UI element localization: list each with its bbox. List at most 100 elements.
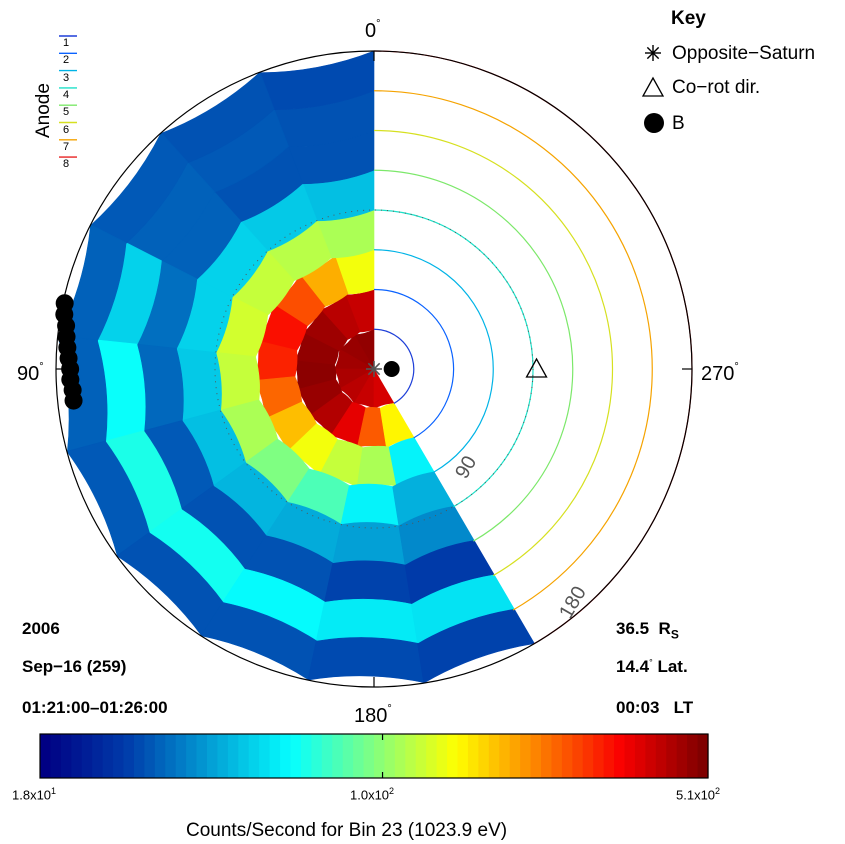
colorbar-segment-39 <box>436 734 448 778</box>
key-symbol-filled-circle <box>644 113 664 133</box>
b-field-marker <box>383 361 400 377</box>
corot-dir-marker <box>525 357 548 378</box>
legend-label-anode-6: 6 <box>63 123 70 136</box>
ring-boundary-anode-1 <box>373 328 415 404</box>
angle-ticks <box>56 51 692 687</box>
colorbar-segment-44 <box>488 734 500 778</box>
key-symbol-asterisk-stroke-4 <box>646 46 660 60</box>
info-distance: 36.5 RS <box>616 619 679 642</box>
colorbar-segment-2 <box>50 734 62 778</box>
colorbar-segment-61 <box>666 734 678 778</box>
colorbar-segment-40 <box>447 734 459 778</box>
colorbar-segment-54 <box>593 734 605 778</box>
ring-boundary-anode-5 <box>373 169 574 542</box>
colorbar-segment-27 <box>311 734 323 778</box>
colorbar-segment-9 <box>123 734 135 778</box>
colorbar-segment-14 <box>175 734 187 778</box>
colorbar-segment-35 <box>394 734 406 778</box>
key-label-corot-dir: Co−rot dir. <box>672 77 761 98</box>
colorbar-segment-48 <box>530 734 542 778</box>
colorbar-segment-11 <box>144 734 156 778</box>
trace-point-10 <box>64 391 83 410</box>
colorbar-segment-8 <box>113 734 125 778</box>
info-time-range: 01:21:00–01:26:00 <box>22 698 168 717</box>
angle-label-bottom: 180° <box>354 703 392 727</box>
info-date: Sep−16 (259) <box>22 657 127 676</box>
markers <box>366 357 548 378</box>
colorbar-segment-25 <box>290 734 302 778</box>
colorbar-segment-24 <box>280 734 292 778</box>
colorbar-segment-21 <box>248 734 260 778</box>
colorbar-tick-mid: 1.0x102 <box>350 786 395 803</box>
key-label-b: B <box>672 113 685 134</box>
colorbar-segment-52 <box>572 734 584 778</box>
colorbar-segment-62 <box>676 734 688 778</box>
colorbar-segment-49 <box>541 734 553 778</box>
colorbar-segment-13 <box>165 734 177 778</box>
wedge-cell-anode-7-9 <box>315 598 420 644</box>
colorbar-segment-3 <box>60 734 72 778</box>
key-symbol-triangle <box>641 76 665 97</box>
colorbar-segment-38 <box>426 734 438 778</box>
colorbar-segment-33 <box>374 734 386 778</box>
legend-label-anode-5: 5 <box>63 106 70 119</box>
wedge-layer <box>57 50 535 684</box>
colorbar-segment-64 <box>697 734 709 778</box>
key-symbol-asterisk <box>645 45 661 61</box>
legend-title: Anode <box>33 83 54 138</box>
colorbar-segment-57 <box>624 734 636 778</box>
opposite-saturn-marker <box>366 361 382 377</box>
colorbar-segment-26 <box>300 734 312 778</box>
colorbar <box>39 733 709 779</box>
colorbar-segment-53 <box>582 734 594 778</box>
legend-label-anode-8: 8 <box>63 158 70 171</box>
colorbar-segment-51 <box>561 734 573 778</box>
wedge-cell-anode-8-9 <box>307 637 426 684</box>
colorbar-segment-7 <box>102 734 114 778</box>
colorbar-segment-31 <box>353 734 365 778</box>
colorbar-segment-10 <box>133 734 145 778</box>
angle-label-right: 270° <box>701 361 739 385</box>
colorbar-label: Counts/Second for Bin 23 (1023.9 eV) <box>186 820 508 841</box>
angle-label-top: 0° <box>365 18 381 42</box>
colorbar-segment-59 <box>645 734 657 778</box>
legend-label-anode-4: 4 <box>63 88 70 101</box>
colorbar-segment-32 <box>363 734 375 778</box>
colorbar-segment-16 <box>196 734 208 778</box>
colorbar-segment-1 <box>40 734 52 778</box>
key-symbols <box>641 45 665 133</box>
colorbar-segment-41 <box>457 734 469 778</box>
colorbar-segment-22 <box>259 734 271 778</box>
colorbar-segment-30 <box>342 734 354 778</box>
colorbar-segment-55 <box>603 734 615 778</box>
colorbar-segment-20 <box>238 734 250 778</box>
wedge-cell-anode-5-9 <box>332 522 407 566</box>
colorbar-tick-max: 5.1x102 <box>676 786 721 803</box>
colorbar-segment-18 <box>217 734 229 778</box>
key-title: Key <box>671 8 706 29</box>
legend-label-anode-1: 1 <box>63 37 70 49</box>
colorbar-segment-5 <box>81 734 93 778</box>
colorbar-segment-56 <box>614 734 626 778</box>
colorbar-segment-46 <box>509 734 521 778</box>
info-year: 2006 <box>22 619 60 638</box>
colorbar-segment-60 <box>655 734 667 778</box>
colorbar-segment-43 <box>478 734 490 778</box>
legend-label-anode-2: 2 <box>63 54 70 67</box>
colorbar-segment-58 <box>634 734 646 778</box>
b-trace <box>55 294 83 410</box>
colorbar-segment-50 <box>551 734 563 778</box>
wedge-cell-anode-6-9 <box>324 560 413 605</box>
colorbar-segment-63 <box>687 734 699 778</box>
ring-90-dotted <box>214 209 534 529</box>
colorbar-segment-47 <box>520 734 532 778</box>
colorbar-segment-42 <box>467 734 479 778</box>
ring-boundary-anode-6 <box>373 129 614 577</box>
colorbar-segment-34 <box>384 734 396 778</box>
colorbar-segment-12 <box>154 734 166 778</box>
key-label-opposite-saturn: Opposite−Saturn <box>672 43 816 64</box>
opposite-saturn-marker-stroke-4 <box>367 362 381 376</box>
colorbar-segment-19 <box>227 734 239 778</box>
colorbar-segment-36 <box>405 734 417 778</box>
